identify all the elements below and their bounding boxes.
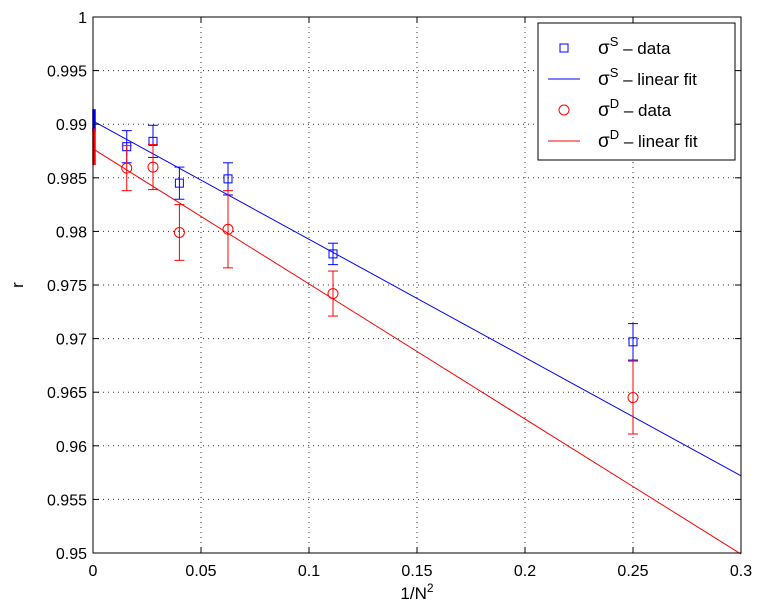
x-tick-label: 0.1 [298,563,320,580]
legend-entry: σD – data [558,96,672,121]
legend-entry: σS – linear fit [548,65,697,90]
sigma-S-data-point [628,323,638,361]
marker [121,162,133,174]
x-axis-label: 1/N2 [400,581,433,603]
marker [627,392,639,404]
data-layer [92,109,742,555]
sigma-S-data-point [223,162,233,196]
legend-marker-swatch [558,104,570,116]
y-tick-label: 0.98 [56,224,87,241]
sigma-D-data-point [121,145,133,192]
legend-label: σD – linear fit [598,127,698,152]
x-tick-label: 0.25 [617,563,648,580]
sigma-D-data-point [147,144,159,191]
legend-entry: σD – linear fit [548,127,698,152]
y-tick-label: 0.95 [56,546,87,563]
legend: σS – data σS – linear fit σD – data σD – li… [537,22,736,161]
marker [628,337,638,347]
legend-marker-swatch [559,43,569,53]
y-tick-label: 1 [78,10,87,27]
marker [173,226,185,238]
y-tick-label: 0.955 [47,492,87,509]
x-tick-label: 0.2 [514,563,536,580]
legend-entry: σS – data [559,34,671,59]
x-tick-label: 0.3 [730,563,752,580]
sigma-D-data-point [627,360,639,435]
marker [174,178,184,188]
marker [223,174,233,184]
sigma-D-data-point [222,190,234,269]
sigma-D-fit-line [92,148,742,555]
y-tick-label: 0.99 [56,117,87,134]
marker [147,161,159,173]
sigma-S-data-point [174,166,185,200]
y-tick-label: 0.97 [56,332,87,349]
sigma-S-data-point [327,242,338,266]
legend-box [537,22,736,161]
legend-label: σD – data [598,96,672,121]
marker [327,288,339,300]
sigma-D-data-point [173,204,185,261]
x-tick-label: 0 [89,563,98,580]
marker [222,223,234,235]
y-tick-label: 0.96 [56,439,87,456]
sigma-D-data-point [327,270,339,317]
legend-label: σS – data [598,34,671,59]
x-tick-label: 0.05 [185,563,216,580]
legend-label: σS – linear fit [598,65,697,90]
marker [328,249,338,259]
y-tick-label: 0.985 [47,171,87,188]
x-tick-label: 0.15 [401,563,432,580]
y-axis-label: r [8,282,27,288]
tick-layer: 0 0.05 0.1 0.15 0.2 0.25 0.3 0.95 0.955 0.96 0.965… [47,10,752,580]
y-tick-label: 0.975 [47,278,87,295]
y-tick-label: 0.995 [47,64,87,81]
y-tick-label: 0.965 [47,385,87,402]
